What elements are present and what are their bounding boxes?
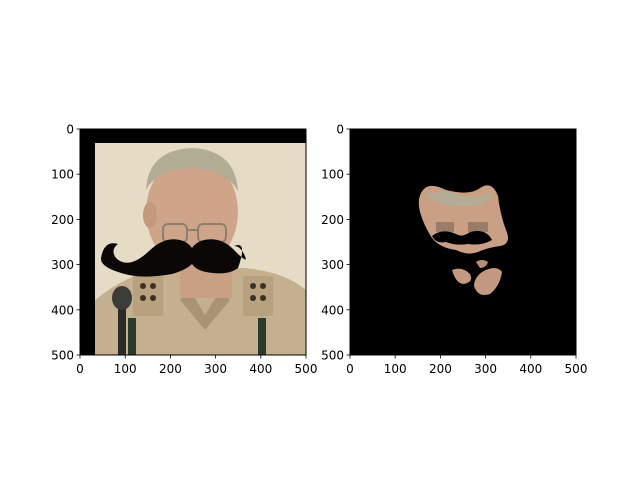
left-y-ticks: 0 100 200 300 400 500 xyxy=(51,123,80,363)
masked-eye-left xyxy=(436,222,454,232)
right-y-ticks: 0 100 200 300 400 500 xyxy=(321,123,350,363)
masked-hair-shape xyxy=(426,190,494,207)
right-y-tick-label: 200 xyxy=(321,213,344,227)
masked-chin-left xyxy=(452,268,472,284)
left-x-tick-label: 400 xyxy=(249,362,272,376)
right-y-tick-label: 100 xyxy=(321,168,344,182)
right-x-tick-label: 200 xyxy=(429,362,452,376)
stars-shape xyxy=(140,283,266,301)
masked-chin-right xyxy=(474,268,502,295)
left-x-tick-label: 500 xyxy=(295,362,318,376)
right-axes-frame xyxy=(349,128,577,356)
right-y-tick-label: 300 xyxy=(321,258,344,272)
right-x-tick-label: 0 xyxy=(346,362,354,376)
masked-lip xyxy=(476,260,488,268)
left-y-tick-label: 100 xyxy=(51,168,74,182)
microphone-stand xyxy=(118,300,126,355)
left-x-tick-label: 300 xyxy=(204,362,227,376)
microphone-head xyxy=(112,286,132,310)
left-y-tick-label: 300 xyxy=(51,258,74,272)
right-x-tick-label: 500 xyxy=(565,362,588,376)
right-x-tick-label: 300 xyxy=(474,362,497,376)
left-y-tick-label: 500 xyxy=(51,349,74,363)
masked-eye-right xyxy=(468,222,488,232)
left-x-tick-label: 0 xyxy=(76,362,84,376)
left-y-tick-label: 400 xyxy=(51,303,74,317)
strap-right xyxy=(258,318,266,355)
right-y-tick-label: 400 xyxy=(321,303,344,317)
mustache-overlay xyxy=(100,239,246,277)
left-y-tick-label: 200 xyxy=(51,213,74,227)
ear-shape xyxy=(143,202,157,228)
shoulder-board-left xyxy=(133,276,163,316)
left-image-panel xyxy=(80,129,306,355)
left-axes-frame xyxy=(79,128,307,356)
right-x-tick-label: 400 xyxy=(519,362,542,376)
collar-shape xyxy=(180,290,230,330)
right-x-ticks: 0 100 200 300 400 500 xyxy=(346,355,587,376)
right-image-panel xyxy=(350,129,576,355)
shoulder-board-right xyxy=(243,276,273,316)
mask-cutout xyxy=(432,231,492,245)
right-x-tick-label: 100 xyxy=(384,362,407,376)
left-y-tick-label: 0 xyxy=(66,123,74,137)
right-y-tick-label: 500 xyxy=(321,349,344,363)
strap-left xyxy=(128,318,136,355)
right-y-tick-label: 0 xyxy=(336,123,344,137)
left-x-ticks: 0 100 200 300 400 500 xyxy=(76,355,317,376)
left-x-tick-label: 100 xyxy=(114,362,137,376)
left-x-tick-label: 200 xyxy=(159,362,182,376)
hair-shape xyxy=(146,148,238,192)
